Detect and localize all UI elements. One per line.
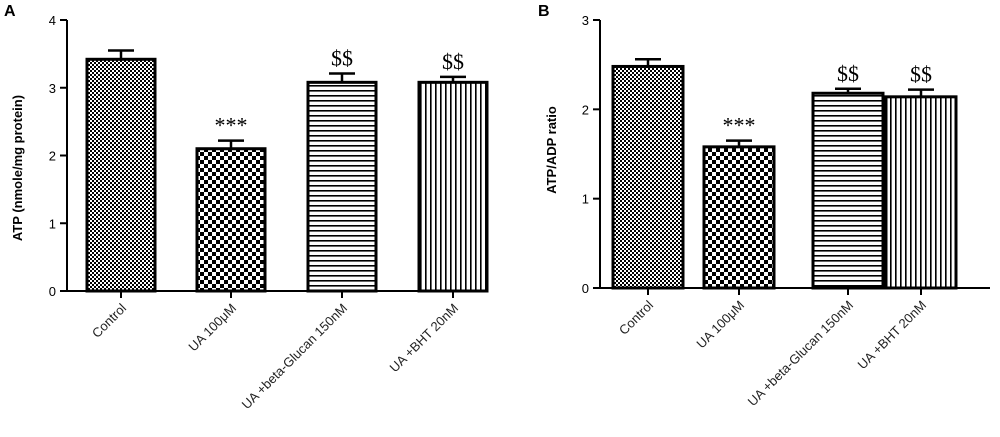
significance-annotation: $$ xyxy=(910,62,932,87)
significance-annotation: *** xyxy=(723,113,756,138)
bar-1 xyxy=(85,57,157,293)
category-label: UA +beta-Glucan 150nM xyxy=(745,298,857,410)
y-tick-label: 0 xyxy=(49,284,56,299)
category-label: UA +BHT 20nM xyxy=(387,301,462,376)
significance-annotation: $$ xyxy=(331,46,353,71)
significance-annotation: *** xyxy=(215,113,248,138)
category-label: UA 100μM xyxy=(185,301,239,355)
category-label: Control xyxy=(89,300,129,340)
y-tick-label: 3 xyxy=(49,81,56,96)
significance-annotation: $$ xyxy=(442,49,464,74)
y-tick-label: 3 xyxy=(582,13,589,28)
panel-b-label: B xyxy=(538,3,550,20)
panel-a-chart: A ATP (nmole/mg protein) 0 1 2 3 4 Control UA … xyxy=(4,3,489,413)
y-tick-label: 2 xyxy=(582,102,589,117)
bar-4 xyxy=(417,80,489,293)
bar-1 xyxy=(611,64,685,290)
y-tick-label: 0 xyxy=(582,281,589,296)
category-label: UA +BHT 20nM xyxy=(855,298,930,373)
bar-2 xyxy=(702,145,776,290)
y-tick-label: 4 xyxy=(49,13,56,28)
bar-3 xyxy=(306,80,378,293)
panel-a-y-axis-label: ATP (nmole/mg protein) xyxy=(10,95,25,241)
category-label: Control xyxy=(616,297,656,337)
panel-a-label: A xyxy=(4,3,16,20)
bar-3 xyxy=(811,91,885,290)
significance-annotation: $$ xyxy=(837,61,859,86)
panel-b-y-axis-label: ATP/ADP ratio xyxy=(544,106,559,194)
bar-2 xyxy=(195,147,267,293)
bar-4 xyxy=(884,95,958,290)
y-tick-label: 2 xyxy=(49,149,56,164)
category-label: UA +beta-Glucan 150nM xyxy=(239,301,351,413)
panel-b-plot-area: 0 1 2 3 Control UA 100μM *** UA +beta-Glucan 15… xyxy=(582,13,990,409)
category-label: UA 100μM xyxy=(693,298,747,352)
panel-b-chart: B ATP/ADP ratio 0 1 2 3 Control UA 100μM *** UA… xyxy=(538,3,990,409)
y-tick-label: 1 xyxy=(582,192,589,207)
y-tick-label: 1 xyxy=(49,216,56,231)
panel-a-plot-area: 0 1 2 3 4 Control UA 100μM *** UA +beta-Glucan 1… xyxy=(49,13,489,413)
